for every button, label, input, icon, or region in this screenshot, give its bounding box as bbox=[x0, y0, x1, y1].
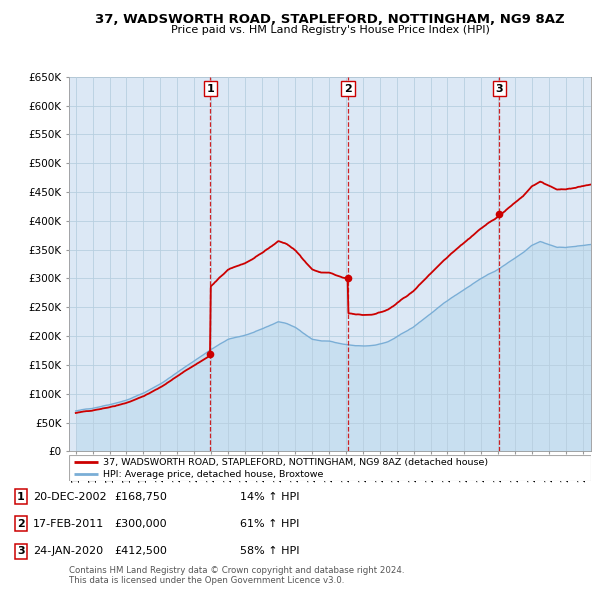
Text: 1: 1 bbox=[17, 492, 25, 502]
Text: £300,000: £300,000 bbox=[114, 519, 167, 529]
Text: 3: 3 bbox=[17, 546, 25, 556]
Text: 3: 3 bbox=[496, 84, 503, 94]
Text: Contains HM Land Registry data © Crown copyright and database right 2024.
This d: Contains HM Land Registry data © Crown c… bbox=[69, 566, 404, 585]
Text: 24-JAN-2020: 24-JAN-2020 bbox=[33, 546, 103, 556]
Text: 2: 2 bbox=[17, 519, 25, 529]
Text: 2: 2 bbox=[344, 84, 352, 94]
Text: 14% ↑ HPI: 14% ↑ HPI bbox=[240, 492, 299, 502]
Text: 37, WADSWORTH ROAD, STAPLEFORD, NOTTINGHAM, NG9 8AZ: 37, WADSWORTH ROAD, STAPLEFORD, NOTTINGH… bbox=[95, 13, 565, 26]
Text: Price paid vs. HM Land Registry's House Price Index (HPI): Price paid vs. HM Land Registry's House … bbox=[170, 25, 490, 35]
Text: 17-FEB-2011: 17-FEB-2011 bbox=[33, 519, 104, 529]
Text: 20-DEC-2002: 20-DEC-2002 bbox=[33, 492, 107, 502]
Text: HPI: Average price, detached house, Broxtowe: HPI: Average price, detached house, Brox… bbox=[103, 470, 323, 478]
Text: £168,750: £168,750 bbox=[114, 492, 167, 502]
Text: 61% ↑ HPI: 61% ↑ HPI bbox=[240, 519, 299, 529]
Text: 37, WADSWORTH ROAD, STAPLEFORD, NOTTINGHAM, NG9 8AZ (detached house): 37, WADSWORTH ROAD, STAPLEFORD, NOTTINGH… bbox=[103, 458, 488, 467]
Text: 58% ↑ HPI: 58% ↑ HPI bbox=[240, 546, 299, 556]
Text: 1: 1 bbox=[206, 84, 214, 94]
Text: £412,500: £412,500 bbox=[114, 546, 167, 556]
